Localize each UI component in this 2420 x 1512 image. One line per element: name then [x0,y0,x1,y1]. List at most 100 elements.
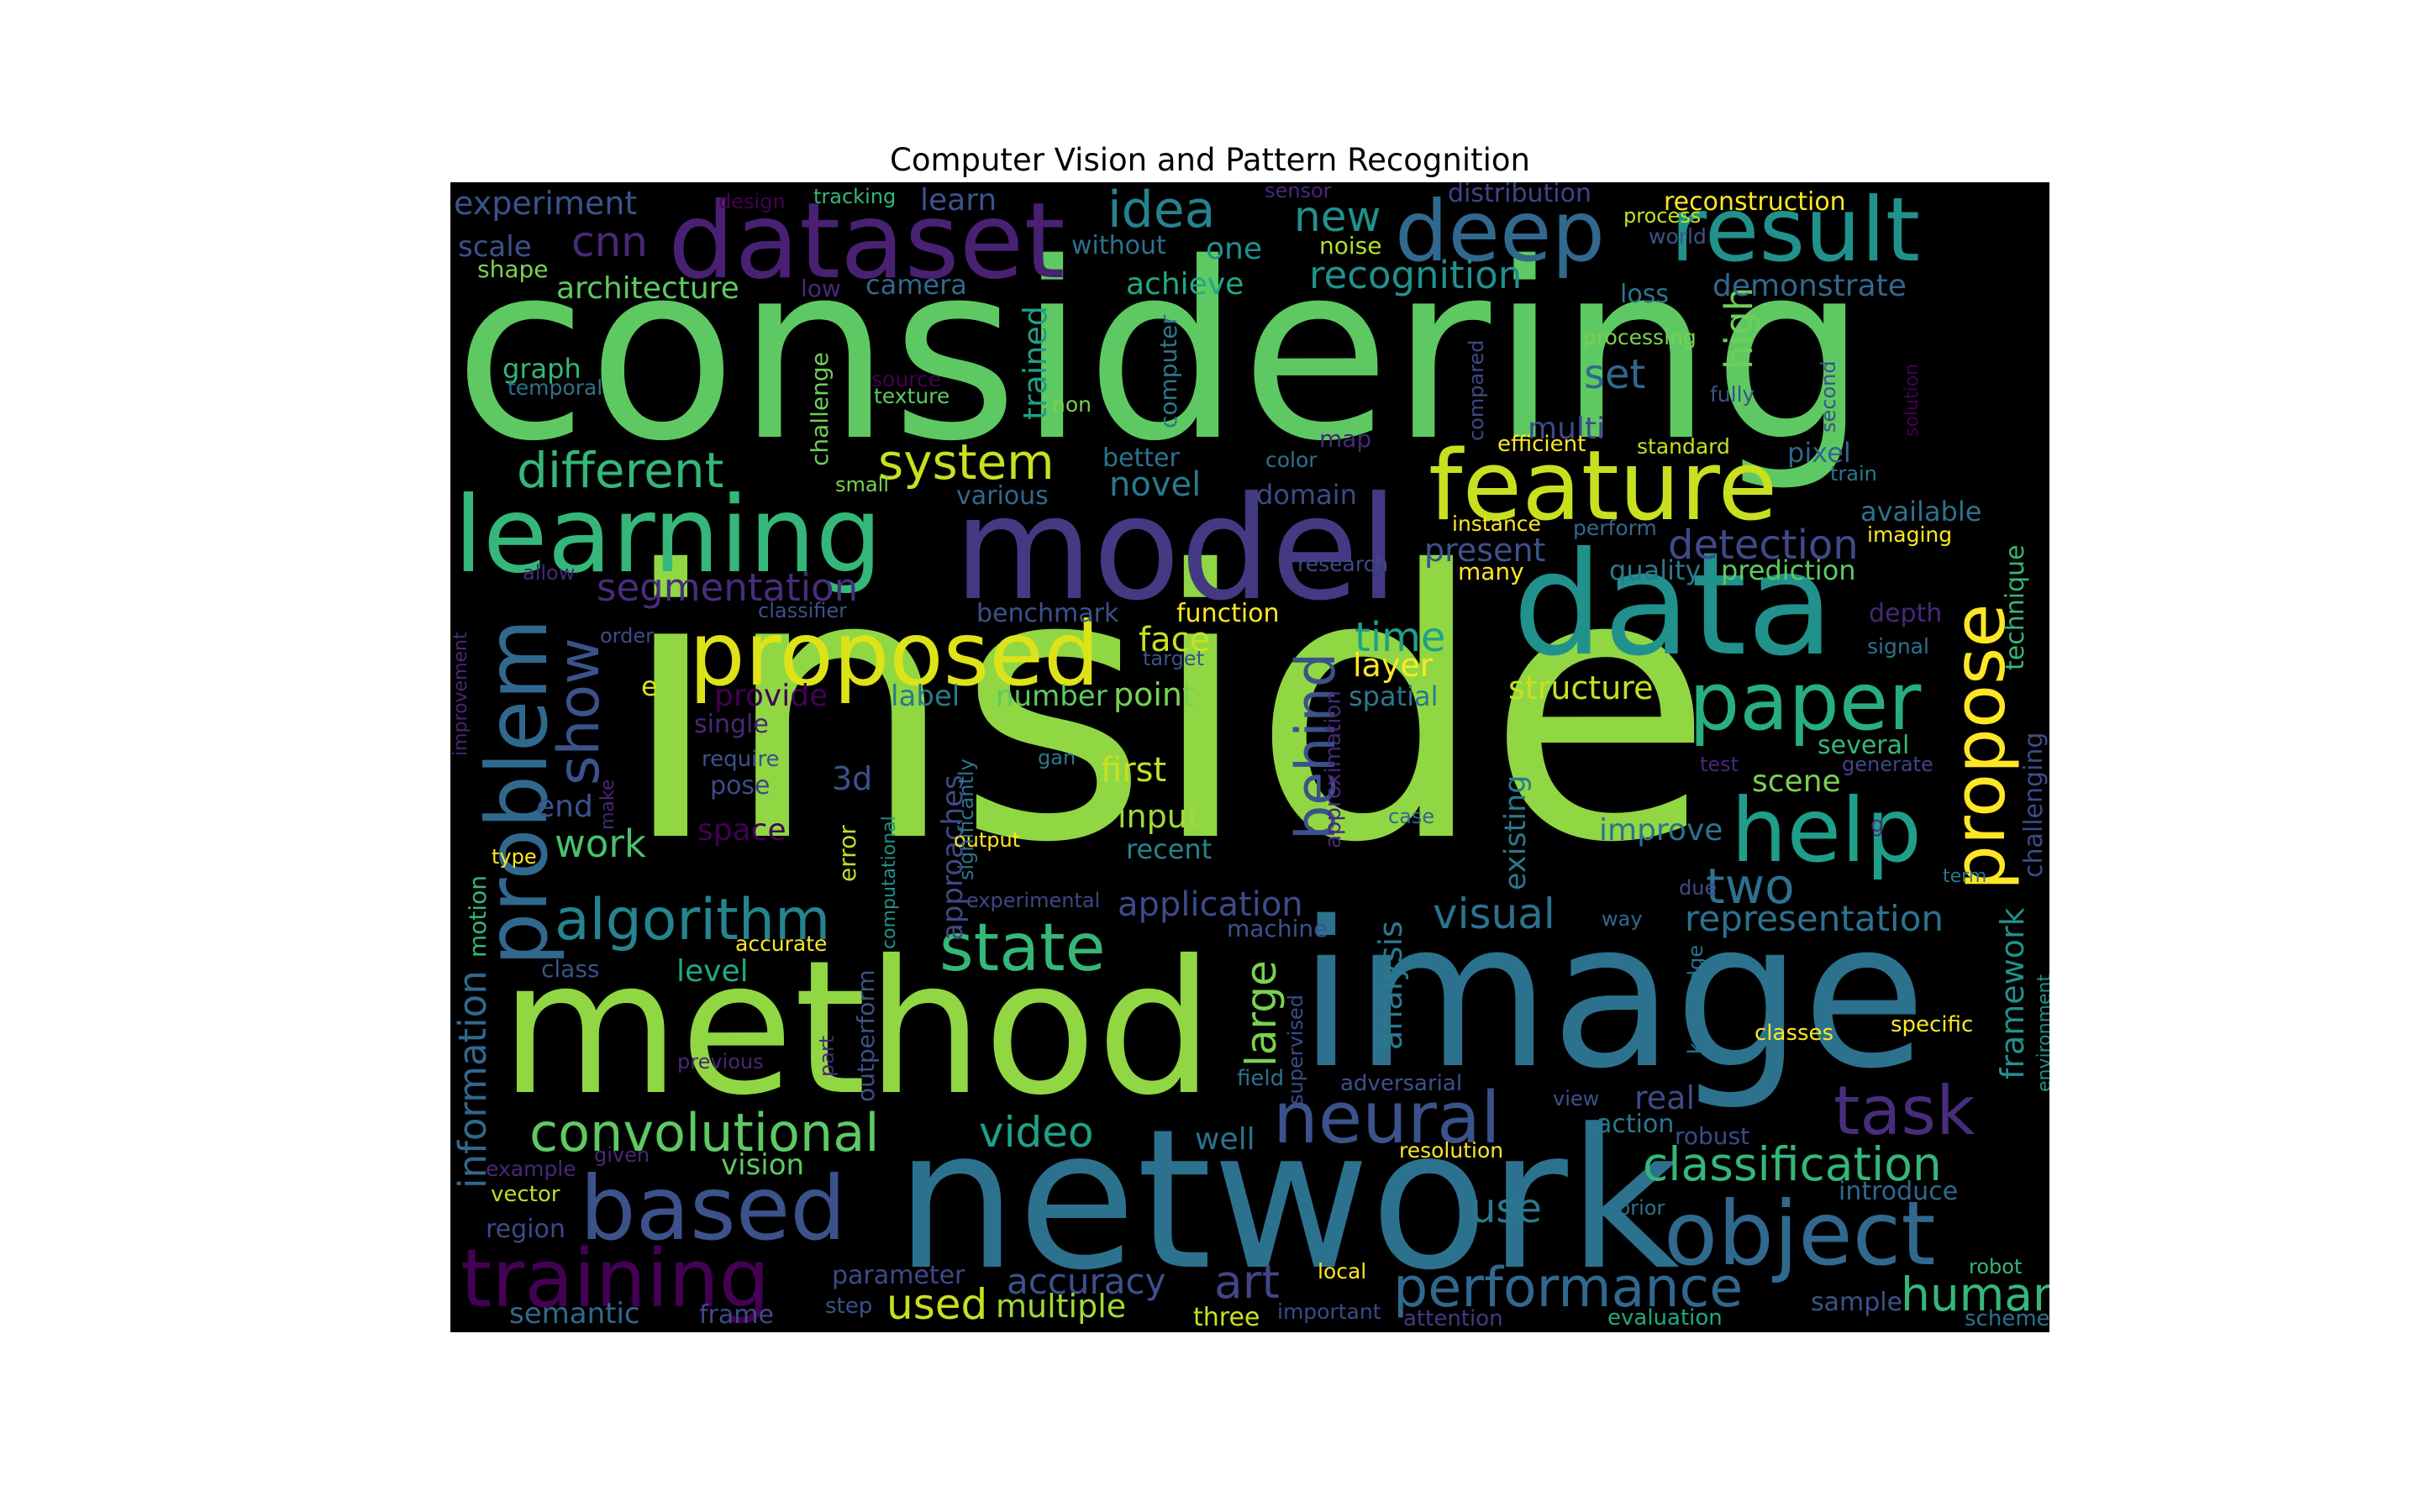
word-knowledge: knowledge [1684,945,1707,1054]
word-texture: texture [874,384,950,408]
word-framework: framework [1994,907,2031,1079]
word-output: output [954,828,1020,852]
word-art: art [1214,1255,1280,1309]
word-spatial: spatial [1349,680,1439,712]
word-term: term [1943,866,1986,887]
word-order: order [600,624,654,648]
word-state: state [939,911,1106,986]
word-efficient: efficient [1497,432,1586,457]
word-existing: existing [1499,775,1533,890]
word-perform: perform [1573,516,1657,540]
word-world: world [1649,224,1707,249]
word-specific: specific [1891,1012,1973,1037]
word-prediction: prediction [1721,554,1856,586]
word-problem: problem [468,618,566,966]
word-cnn: cnn [571,218,648,266]
word-pixel: pixel [1787,437,1851,469]
word-dataset: dataset [668,182,1065,302]
word-research: research [1297,552,1388,576]
word-noise: noise [1319,232,1381,260]
word-significantly: significantly [955,759,978,880]
word-non: non [1052,392,1092,417]
word-camera: camera [865,269,967,301]
word-domain: domain [1256,479,1357,511]
word-face: face [1139,621,1210,659]
word-attention: attention [1403,1306,1503,1331]
word-work: work [555,822,646,866]
word-robust: robust [1675,1122,1749,1150]
word-visual: visual [1433,890,1555,938]
word-learning: learning [454,475,882,596]
word-challenging: challenging [2019,732,2049,878]
word-pose: pose [710,771,770,801]
word-reconstruction: reconstruction [1664,187,1846,217]
word-many: many [1458,558,1524,585]
word-image: image [1298,878,1927,1113]
word-important: important [1277,1299,1381,1324]
word-real: real [1634,1079,1695,1116]
word-compared: compared [1465,339,1488,441]
word-accuracy: accuracy [1007,1261,1166,1302]
word-network: network [895,1089,1680,1313]
word-multiple: multiple [996,1288,1126,1325]
word-one: one [1206,232,1262,266]
word-vector: vector [491,1182,560,1207]
word-application: application [1118,885,1303,924]
word-improvement: improvement [450,632,471,756]
word-different: different [517,442,723,499]
word-recent: recent [1126,833,1212,865]
word-instance: instance [1452,512,1541,536]
word-due: due [1679,876,1717,900]
word-representation: representation [1685,898,1944,939]
word-structure: structure [1508,669,1653,706]
word-frame: frame [699,1300,774,1330]
word-require: require [702,747,779,772]
chart-title: Computer Vision and Pattern Recognition [889,142,1530,178]
word-behind: behind [1285,653,1348,840]
word-color: color [1265,448,1318,472]
word-loss: loss [1620,280,1669,309]
word-large: large [1237,960,1286,1067]
word-signal: signal [1867,634,1929,659]
word-better: better [1102,444,1180,473]
word-3d: 3d [832,760,872,797]
word-detection: detection [1668,522,1859,569]
word-prior: prior [1618,1196,1665,1220]
word-result: result [1670,182,1920,281]
word-propose: propose [1939,603,2022,890]
word-accurate: accurate [735,932,827,956]
word-set: set [1584,351,1645,398]
word-introduce: introduce [1839,1177,1958,1206]
word-technique: technique [2001,544,2030,670]
word-function: function [1176,599,1280,628]
word-sensor: sensor [1265,182,1332,202]
word-two: two [1706,858,1795,915]
word-label: label [891,680,960,713]
word-novel: novel [1109,465,1201,504]
word-task: task [1833,1072,1975,1150]
word-e: e [641,670,658,702]
word-idea: idea [1107,182,1215,239]
word-without: without [1071,231,1166,260]
word-level: level [676,954,749,989]
word-view: view [1553,1087,1599,1110]
word-environment: environment [2034,974,2049,1092]
word-local: local [1318,1259,1366,1284]
word-imaging: imaging [1867,522,1952,547]
word-space: space [697,813,786,848]
word-layer: layer [1353,647,1434,684]
word-adversarial: adversarial [1340,1071,1462,1096]
word-architecture: architecture [556,271,739,306]
word-benchmark: benchmark [976,599,1119,628]
word-way: way [1602,907,1643,931]
word-cloud: inside considering network image method model… [450,182,2049,1332]
word-point: point [1113,676,1195,713]
word-experiment: experiment [454,185,637,222]
word-generate: generate [1842,753,1933,776]
word-available: available [1860,496,1981,528]
word-process: process [1623,204,1701,228]
word-graph: graph [502,353,581,385]
word-error: error [834,825,861,882]
word-class: class [541,955,600,983]
word-provide: provide [714,679,828,713]
